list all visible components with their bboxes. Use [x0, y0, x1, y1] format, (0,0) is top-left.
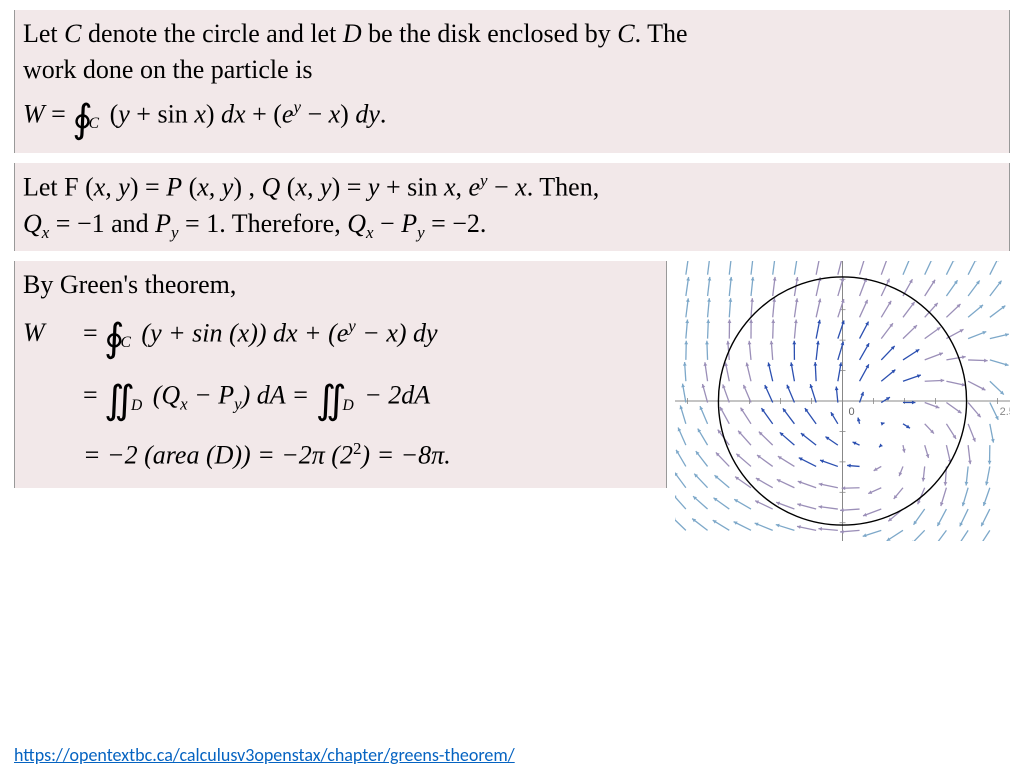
t: D — [343, 397, 354, 414]
t: y — [234, 395, 242, 414]
t: y — [368, 173, 380, 202]
double-int-icon: ∬ — [316, 379, 347, 422]
block2-line2: Qx = −1 and Py = 1. Therefore, Qx − Py =… — [23, 206, 1001, 245]
t: e — [469, 173, 481, 202]
t: x — [329, 99, 341, 128]
t: = — [83, 318, 104, 347]
t: y — [171, 224, 179, 243]
t: y — [293, 97, 301, 116]
t: ) — [206, 99, 221, 128]
t: = — [45, 99, 73, 128]
t: P — [166, 173, 182, 202]
t: + sin — [130, 99, 195, 128]
eq-row-1: W = ∮C (y + sin (x)) dx + (ey − x) dy — [23, 312, 658, 367]
t: dy — [355, 99, 380, 128]
t: − x) dy — [356, 318, 438, 347]
t: x — [366, 224, 374, 243]
t: dx — [221, 99, 246, 128]
t: x, y — [295, 173, 331, 202]
block1-line2: work done on the particle is — [23, 52, 1001, 88]
block1-line1: Let C denote the circle and let D be the… — [23, 16, 1001, 52]
source-link[interactable]: https://opentextbc.ca/calculusv3openstax… — [14, 744, 515, 766]
t: = −1 — [49, 209, 104, 238]
t: ) dA = — [242, 381, 316, 410]
eq-row-3: = −2 (area (D)) = −2π (22) = −8π. — [23, 437, 658, 474]
var-c: C — [64, 19, 81, 48]
t: C — [121, 334, 131, 351]
vector-field-diagram: 2.50 — [675, 261, 1010, 541]
t: Let F ( — [23, 173, 94, 202]
var-c: C — [617, 19, 634, 48]
svg-text:0: 0 — [849, 406, 855, 418]
t: − 2dA — [358, 381, 430, 410]
t: − — [374, 209, 402, 238]
t: (y + sin (x)) dx + (e — [135, 318, 348, 347]
t: . Therefore, — [219, 209, 347, 238]
t: . Then, — [527, 173, 599, 202]
t: y — [480, 171, 488, 190]
t: P — [155, 209, 171, 238]
t: x — [180, 395, 188, 414]
w-label: W — [23, 315, 83, 351]
t: denote the circle and let — [82, 19, 343, 48]
block2-line1: Let F (x, y) = P (x, y) , Q (x, y) = y +… — [23, 169, 1001, 206]
t: = −2 (area (D)) = −2π (2 — [83, 441, 353, 470]
t: x, y — [197, 173, 233, 202]
t: ( — [182, 173, 197, 202]
t: P — [401, 209, 417, 238]
t: x — [515, 173, 527, 202]
t: D — [131, 397, 142, 414]
t: x — [444, 173, 456, 202]
eq-body: = ∮C (y + sin (x)) dx + (ey − x) dy — [83, 312, 438, 367]
t: and — [105, 209, 156, 238]
t: − — [488, 173, 516, 202]
block3-intro: By Green's theorem, — [23, 267, 658, 303]
w-label: W — [23, 99, 45, 128]
t: . The — [635, 19, 688, 48]
var-d: D — [343, 19, 362, 48]
t: + ( — [246, 99, 282, 128]
t: Let — [23, 19, 64, 48]
t: . — [380, 99, 387, 128]
text-block-1: Let C denote the circle and let D be the… — [14, 10, 1010, 153]
t: ( — [280, 173, 295, 202]
text-block-3: By Green's theorem, W = ∮C (y + sin (x))… — [14, 261, 667, 488]
block1-equation: W = ∮C (y + sin x) dx + (ey − x) dy. — [23, 93, 1001, 148]
t: − — [301, 99, 329, 128]
t: y — [417, 224, 425, 243]
t: = 1 — [179, 209, 220, 238]
block3-row: By Green's theorem, W = ∮C (y + sin (x))… — [14, 261, 1010, 541]
t: ) , — [233, 173, 261, 202]
t: C — [89, 115, 99, 132]
t: y — [118, 99, 130, 128]
eq-body: = ∬D (Qx − Py) dA = ∬D − 2dA — [83, 374, 430, 429]
eq-body: = −2 (area (D)) = −2π (22) = −8π. — [83, 437, 451, 474]
t: Q — [347, 209, 366, 238]
text-block-2: Let F (x, y) = P (x, y) , Q (x, y) = y +… — [14, 163, 1010, 251]
t: − P — [188, 381, 234, 410]
t: = −2. — [425, 209, 487, 238]
eq-row-2: = ∬D (Qx − Py) dA = ∬D − 2dA — [23, 374, 658, 429]
t: e — [282, 99, 294, 128]
t: x — [194, 99, 206, 128]
t: y — [348, 316, 356, 335]
t: x, y — [94, 173, 130, 202]
t: , — [456, 173, 469, 202]
t: + sin — [379, 173, 444, 202]
svg-text:2.5: 2.5 — [1000, 406, 1010, 418]
t: Q — [262, 173, 281, 202]
t: Q — [23, 209, 42, 238]
t: ) = — [130, 173, 166, 202]
t: ( — [103, 99, 118, 128]
t: be the disk enclosed by — [362, 19, 618, 48]
t: (Q — [146, 381, 180, 410]
t: ) = −8π. — [361, 441, 450, 470]
t: ) — [340, 99, 355, 128]
t: ) = — [332, 173, 368, 202]
t: = — [83, 381, 104, 410]
